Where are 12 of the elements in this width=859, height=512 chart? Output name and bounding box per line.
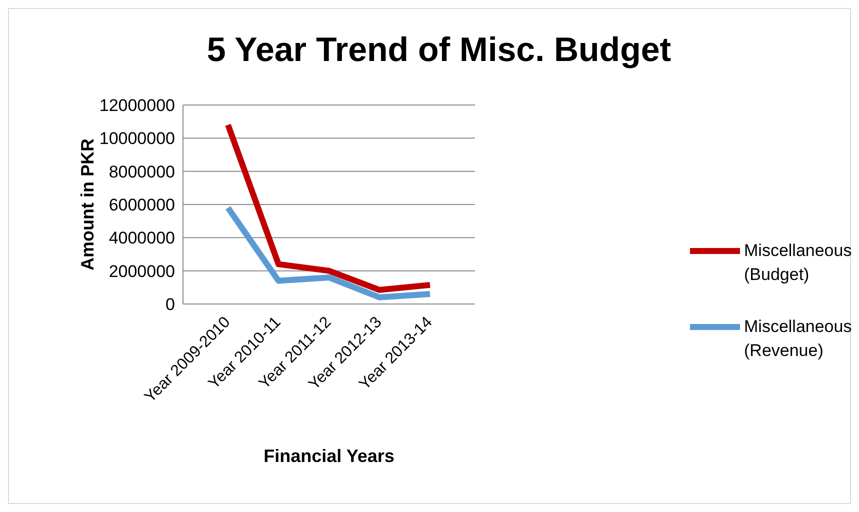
y-axis-title: Amount in PKR <box>77 138 98 270</box>
y-tick-label: 10000000 <box>99 129 175 148</box>
y-tick-label: 8000000 <box>108 162 175 182</box>
y-tick-label: 12000000 <box>99 96 175 116</box>
legend-label: Miscellaneous (Revenue) <box>744 316 852 362</box>
y-tick-label: 2000000 <box>108 262 175 281</box>
y-tick-label: 0 <box>166 295 175 314</box>
y-tick-label: 6000000 <box>108 196 175 215</box>
y-tick-label: 4000000 <box>108 228 175 248</box>
x-axis-title: Financial Years <box>264 446 394 466</box>
legend-label: Miscellaneous (Budget) <box>744 240 852 286</box>
chart-title: 5 Year Trend of Misc. Budget <box>206 31 672 70</box>
